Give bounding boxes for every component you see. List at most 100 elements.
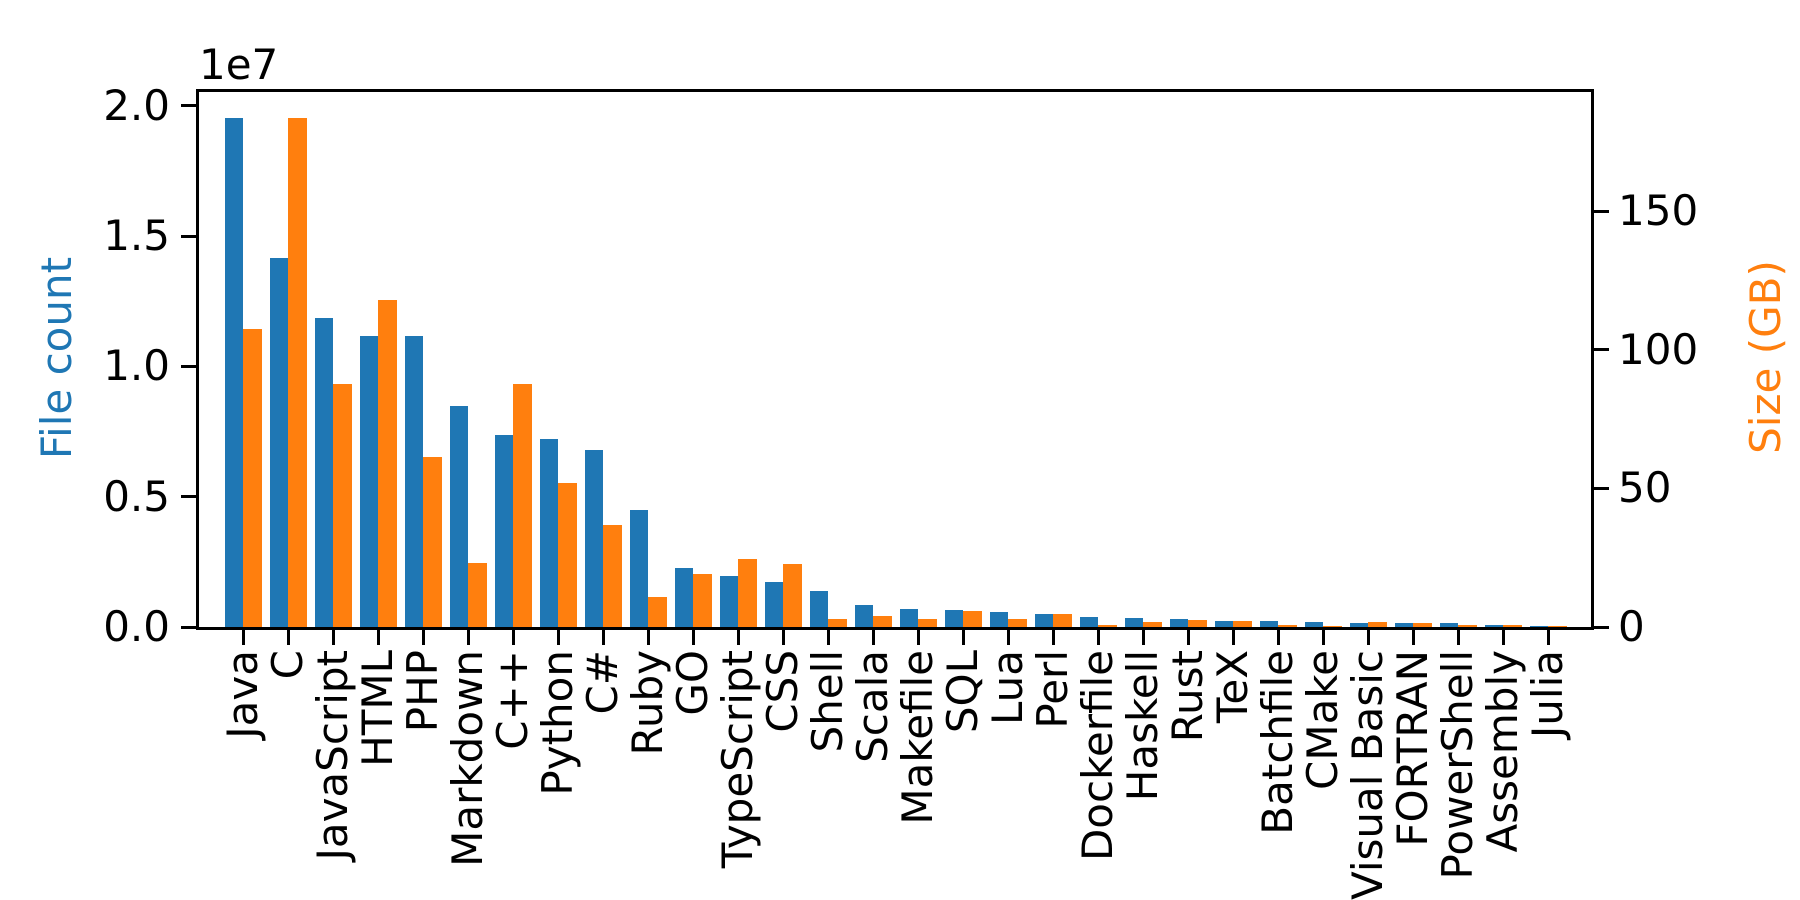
- x-tick-label-visual-basic: Visual Basic: [1343, 650, 1392, 900]
- x-tick-mark: [691, 630, 695, 645]
- bar-java-file-count: [224, 117, 243, 627]
- x-tick-label-c: C#: [578, 650, 627, 715]
- bar-fortran-file-count: [1394, 623, 1413, 627]
- x-tick-mark: [1006, 630, 1010, 645]
- bar-css-size-gb: [783, 564, 802, 627]
- bar-html-file-count: [359, 335, 378, 627]
- bar-scala-size-gb: [873, 616, 892, 627]
- x-tick-label-c: C++: [488, 650, 537, 750]
- bar-scala-file-count: [854, 605, 873, 627]
- bar-go-size-gb: [693, 573, 712, 627]
- left-y-tick-mark: [181, 364, 196, 368]
- left-y-tick-label: 1.5: [103, 211, 170, 261]
- right-y-tick-mark: [1594, 486, 1609, 490]
- bar-css-file-count: [764, 581, 783, 627]
- x-tick-label-assembly: Assembly: [1478, 650, 1527, 853]
- bar-javascript-file-count: [314, 318, 333, 627]
- left-y-tick-label: 1.0: [103, 341, 170, 391]
- x-tick-mark: [1546, 630, 1550, 645]
- x-tick-mark: [601, 630, 605, 645]
- x-tick-mark: [1051, 630, 1055, 645]
- bar-tex-file-count: [1214, 620, 1233, 627]
- x-tick-mark: [1456, 630, 1460, 645]
- bar-typescript-file-count: [719, 576, 738, 627]
- bar-haskell-size-gb: [1143, 621, 1162, 627]
- right-y-tick-label: 50: [1618, 463, 1672, 513]
- x-tick-mark: [331, 630, 335, 645]
- bar-java-size-gb: [243, 328, 262, 627]
- bar-ruby-size-gb: [648, 596, 667, 627]
- bar-c-file-count: [584, 449, 603, 627]
- right-y-tick-label: 0: [1618, 602, 1645, 651]
- x-tick-label-typescript: TypeScript: [713, 650, 762, 869]
- x-tick-mark: [1321, 630, 1325, 645]
- bar-sql-size-gb: [963, 611, 982, 627]
- left-y-tick-mark: [181, 234, 196, 238]
- bar-julia-file-count: [1529, 625, 1548, 627]
- x-tick-mark: [511, 630, 515, 645]
- x-tick-mark: [1231, 630, 1235, 645]
- x-tick-label-python: Python: [533, 650, 582, 796]
- left-y-tick-label: 0.5: [103, 471, 170, 521]
- x-tick-label-markdown: Markdown: [443, 650, 492, 867]
- x-tick-label-lua: Lua: [983, 650, 1032, 726]
- bar-makefile-size-gb: [918, 618, 937, 627]
- bar-c-file-count: [494, 434, 513, 627]
- plot-area: [196, 89, 1594, 630]
- x-tick-mark: [466, 630, 470, 645]
- x-tick-mark: [826, 630, 830, 645]
- x-tick-mark: [376, 630, 380, 645]
- right-y-tick-mark: [1594, 625, 1609, 629]
- x-tick-label-batchfile: Batchfile: [1253, 650, 1302, 835]
- bar-dockerfile-file-count: [1079, 617, 1098, 627]
- bar-powershell-size-gb: [1458, 625, 1477, 627]
- bar-markdown-file-count: [449, 406, 468, 627]
- bar-makefile-file-count: [899, 609, 918, 627]
- bar-batchfile-file-count: [1259, 620, 1278, 627]
- bar-shell-file-count: [809, 590, 828, 627]
- x-tick-label-dockerfile: Dockerfile: [1073, 650, 1122, 862]
- bar-php-size-gb: [423, 456, 442, 627]
- x-tick-label-tex: TeX: [1208, 650, 1257, 724]
- x-tick-label-javascript: JavaScript: [308, 650, 357, 861]
- x-tick-label-shell: Shell: [803, 650, 852, 753]
- x-tick-mark: [736, 630, 740, 645]
- x-tick-label-php: PHP: [398, 650, 447, 733]
- x-tick-label-c: C: [263, 650, 312, 680]
- bar-assembly-file-count: [1484, 624, 1503, 627]
- x-tick-label-scala: Scala: [848, 650, 897, 763]
- bar-perl-size-gb: [1053, 614, 1072, 627]
- bar-haskell-file-count: [1124, 618, 1143, 627]
- x-tick-mark: [241, 630, 245, 645]
- left-y-tick-mark: [181, 495, 196, 499]
- x-tick-mark: [1276, 630, 1280, 645]
- right-y-tick-label: 150: [1618, 186, 1699, 236]
- bar-typescript-size-gb: [738, 558, 757, 627]
- x-tick-label-powershell: PowerShell: [1433, 650, 1482, 880]
- x-tick-mark: [916, 630, 920, 645]
- x-tick-label-rust: Rust: [1163, 650, 1212, 743]
- bar-sql-file-count: [944, 609, 963, 627]
- x-tick-mark: [1366, 630, 1370, 645]
- left-y-tick-label: 0.0: [103, 602, 170, 651]
- y-axis-offset-text: 1e7: [199, 40, 279, 89]
- right-y-tick-mark: [1594, 209, 1609, 213]
- bar-javascript-size-gb: [333, 383, 352, 627]
- x-tick-label-fortran: FORTRAN: [1388, 650, 1437, 847]
- bar-batchfile-size-gb: [1278, 625, 1297, 627]
- x-tick-label-perl: Perl: [1028, 650, 1077, 729]
- bar-assembly-size-gb: [1503, 624, 1522, 627]
- bar-tex-size-gb: [1233, 621, 1252, 627]
- x-tick-mark: [961, 630, 965, 645]
- bar-cmake-file-count: [1304, 622, 1323, 627]
- x-tick-label-html: HTML: [353, 650, 402, 767]
- bar-go-file-count: [674, 568, 693, 627]
- x-tick-label-go: GO: [668, 650, 717, 716]
- bar-shell-size-gb: [828, 618, 847, 627]
- bar-lua-size-gb: [1008, 619, 1027, 627]
- x-tick-label-haskell: Haskell: [1118, 650, 1167, 802]
- x-tick-label-sql: SQL: [938, 650, 987, 734]
- bar-markdown-size-gb: [468, 563, 487, 627]
- bar-python-size-gb: [558, 482, 577, 627]
